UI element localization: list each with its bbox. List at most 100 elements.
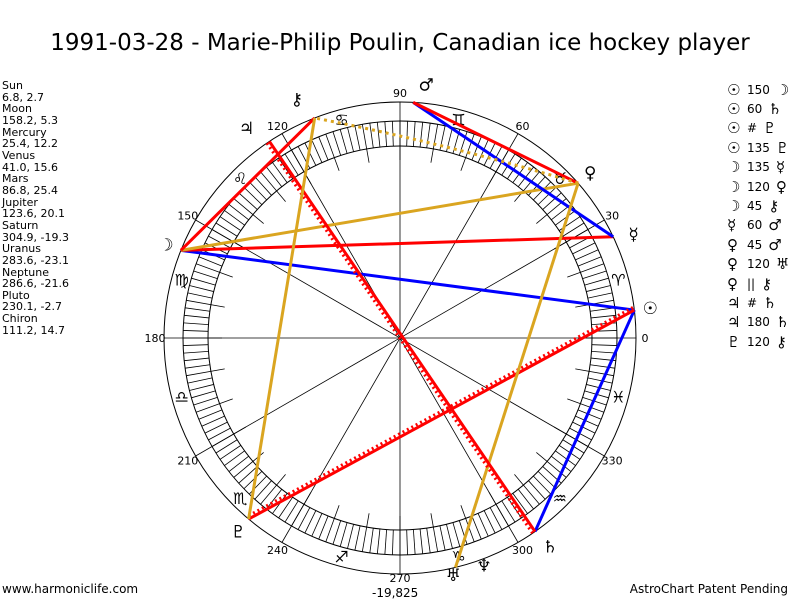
degree-tick: [439, 525, 446, 551]
degree-tick: [458, 520, 468, 545]
aspect-list: ☉ 150 ☽ ☉ 60 ♄ ☉ # ♇ ☉ 135 ♇ ☽ 135 ☿ ☽ 120 ♀ ☽ 45 ⚷ ☿ 60 ♂ ♀ 45 ♂ ♀…: [727, 80, 796, 351]
planet-glyph-icon: ⚷: [761, 274, 773, 293]
degree-tick: [584, 277, 609, 286]
aspect-row: ♀ || ⚷: [727, 274, 796, 293]
degree-tick: [224, 450, 245, 466]
degree-tick: [304, 142, 317, 166]
aspect-row: ♃ # ♄: [727, 293, 796, 312]
zodiac-sign-icon: ♏: [233, 489, 247, 508]
degree-tick: [572, 242, 596, 255]
degree-tick: [339, 522, 348, 547]
degree-tick: [211, 229, 247, 250]
degree-tick: [211, 426, 247, 447]
planet-glyph-icon: ⚷: [775, 332, 787, 351]
degree-tick: [533, 181, 552, 201]
degree-tick: [483, 510, 496, 534]
planet-neptune-icon: ♆: [476, 556, 491, 576]
zodiac-sign-icon: ♒: [553, 489, 567, 508]
degree-tick: [551, 455, 572, 472]
degree-tick: [187, 292, 213, 299]
aspect-line: [268, 140, 537, 533]
aspect-line: [533, 309, 636, 533]
aspect-row: ☉ 150 ☽: [727, 80, 796, 99]
website-link[interactable]: www.harmoniclife.com: [2, 582, 139, 596]
degree-tick: [325, 133, 340, 171]
degree-tick: [591, 344, 617, 346]
degree-tick: [183, 330, 209, 332]
degree-tick: [376, 528, 381, 554]
degree-tick: [297, 507, 311, 530]
planet-venus-icon: ♀: [584, 164, 596, 184]
degree-tick: [542, 192, 562, 210]
planet-glyph-icon: ☿: [727, 216, 737, 235]
planet-glyph-icon: ♄: [763, 293, 777, 312]
planet-name-saturn: Saturn: [2, 218, 39, 232]
planet-glyph-icon: ♀: [727, 255, 738, 274]
degree-tick: [361, 124, 370, 163]
zodiac-sign-icon: ♎: [175, 387, 189, 406]
planet-mercury-icon: ☿: [628, 225, 638, 245]
planet-coords-mercury: 25.4, 12.2: [2, 137, 58, 151]
degree-tick: [577, 409, 602, 420]
planet-name-pluto: Pluto: [2, 288, 30, 302]
degree-tick: [590, 364, 615, 369]
degree-tick: [185, 307, 210, 312]
degree-tick: [208, 427, 231, 441]
planet-position-list: Sun 6.8, 2.7 Moon 158.2, 5.3 Mercury 25.4, 12…: [2, 80, 69, 336]
degree-label: 270: [390, 572, 411, 585]
degree-tick: [291, 491, 312, 527]
zodiac-sign-icon: ♐: [334, 547, 348, 566]
degree-tick: [477, 513, 489, 537]
degree-tick: [406, 529, 408, 555]
planet-glyph-icon: ⚷: [768, 197, 780, 216]
degree-tick: [587, 377, 613, 384]
degree-tick: [419, 122, 424, 148]
aspect-row: ☽ 120 ♀: [727, 177, 796, 196]
degree-tick: [575, 368, 614, 377]
degree-tick: [224, 210, 245, 226]
aspect-label: 60: [747, 102, 763, 117]
aspect-row: ♀ 120 ♅: [727, 255, 796, 274]
planet-glyph-icon: ♇: [727, 332, 741, 351]
aspect-row: ☉ 60 ♄: [727, 99, 796, 118]
center-value: -19,825: [372, 586, 419, 600]
degree-tick: [488, 491, 509, 527]
planet-glyph-icon: ☉: [727, 80, 741, 99]
planet-moon-icon: ☽: [158, 235, 173, 255]
degree-tick: [471, 515, 482, 540]
degree-tick: [555, 210, 576, 226]
degree-tick: [392, 529, 394, 555]
degree-tick: [406, 121, 408, 147]
degree-tick: [361, 513, 370, 552]
degree-label: 180: [145, 332, 166, 345]
degree-label: 210: [177, 455, 198, 468]
degree-tick: [332, 131, 342, 156]
aspect-label: 120: [747, 257, 770, 272]
degree-tick: [215, 222, 238, 237]
degree-tick: [590, 314, 616, 319]
degree-tick: [184, 314, 210, 319]
planet-pluto-icon: ♇: [231, 522, 246, 542]
degree-tick: [517, 489, 534, 510]
degree-tick: [537, 186, 557, 205]
aspect-line: [247, 117, 317, 520]
aspect-row: ☉ # ♇: [727, 119, 796, 138]
degree-tick: [219, 445, 242, 460]
degree-tick: [183, 344, 209, 346]
planet-coords-chiron: 111.2, 14.7: [2, 323, 65, 337]
planet-jupiter-icon: ♃: [239, 119, 254, 139]
degree-tick: [238, 192, 258, 210]
degree-tick: [586, 285, 611, 292]
degree-tick: [339, 129, 348, 154]
degree-tick: [384, 529, 388, 555]
degree-tick: [238, 466, 258, 484]
degree-tick: [219, 216, 242, 231]
planet-sun-icon: ☉: [643, 299, 658, 319]
planet-coords-sun: 6.8, 2.7: [2, 90, 44, 104]
degree-tick: [419, 528, 424, 554]
zodiac-sign-icon: ♓: [611, 387, 625, 406]
degree-tick: [311, 513, 323, 537]
zodiac-sign-icon: ♋: [334, 111, 348, 130]
degree-tick: [198, 409, 223, 420]
planet-glyph-icon: ♀: [727, 274, 738, 293]
